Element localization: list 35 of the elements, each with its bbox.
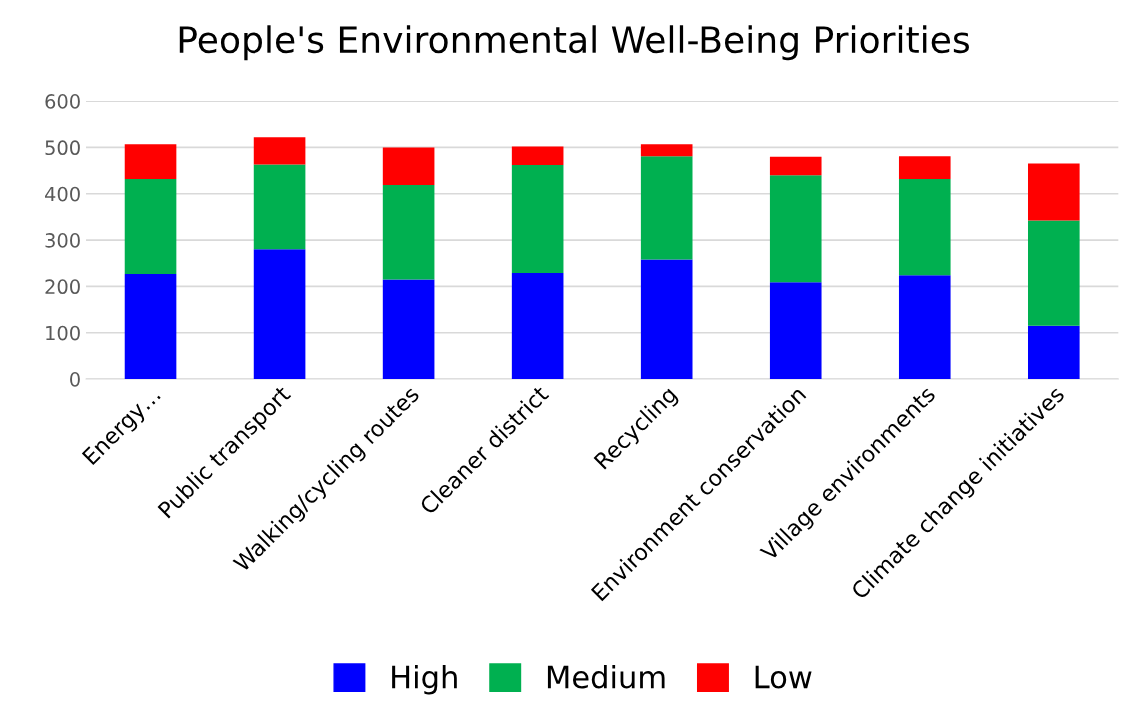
y-tick-label: 600: [45, 94, 80, 109]
bar: [769, 175, 822, 283]
bar: [382, 279, 435, 380]
y-tick-label: 100: [46, 325, 80, 341]
bar: [382, 184, 435, 280]
bar: [511, 146, 564, 166]
bar: [640, 259, 693, 380]
bar: [898, 178, 951, 276]
y-tick-label: 300: [45, 233, 80, 248]
y-tick-label: 0: [70, 372, 80, 387]
bar: [253, 137, 306, 165]
bar: [253, 249, 306, 380]
legend-label: Low: [755, 665, 812, 689]
bar: [253, 164, 306, 250]
bar: [898, 156, 951, 179]
legend-label: High: [392, 664, 457, 695]
legend-label: Medium: [547, 664, 665, 689]
bar: [124, 273, 177, 380]
bar: [769, 156, 822, 176]
bar: [1028, 220, 1080, 326]
bar: [124, 144, 177, 179]
y-tick-label: 400: [45, 186, 80, 202]
y-tick-label: 200: [45, 279, 80, 295]
bar: [124, 178, 177, 274]
bar: [640, 144, 693, 157]
bar: [1028, 325, 1080, 380]
bar: [511, 272, 564, 380]
bar: [511, 165, 564, 273]
bar: [898, 275, 951, 380]
y-tick-label: 500: [45, 140, 80, 156]
bar: [382, 147, 435, 185]
bar: [640, 156, 693, 260]
bar: [769, 282, 822, 380]
bar: [1028, 163, 1080, 221]
chart-title: People's Environmental Well-Being Priorities: [179, 25, 969, 61]
